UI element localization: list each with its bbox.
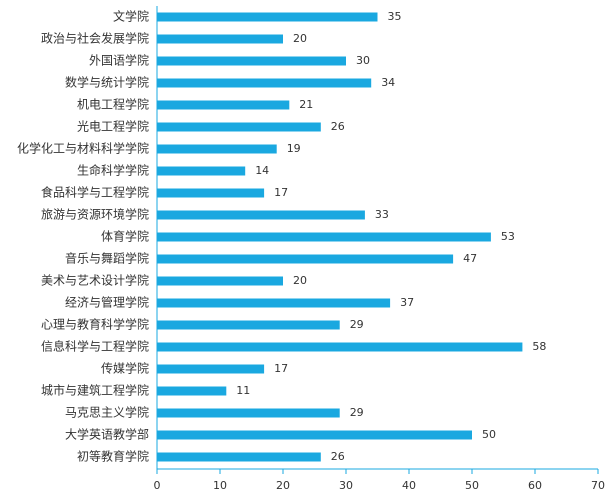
data-label: 26	[331, 120, 345, 133]
data-label: 53	[501, 230, 515, 243]
category-label: 经济与管理学院	[65, 295, 149, 310]
x-tick-label: 70	[591, 479, 605, 492]
bar	[157, 452, 321, 462]
data-label: 29	[350, 406, 364, 419]
bar	[157, 298, 391, 308]
bar	[157, 364, 265, 374]
category-label: 数学与统计学院	[65, 75, 149, 90]
data-label: 20	[293, 32, 307, 45]
x-tick-label: 20	[276, 479, 290, 492]
x-tick-label: 40	[402, 479, 416, 492]
x-tick-label: 10	[213, 479, 227, 492]
data-label: 21	[299, 98, 313, 111]
data-label: 17	[274, 362, 288, 375]
bar	[157, 122, 321, 132]
data-label: 11	[236, 384, 250, 397]
x-tick-label: 50	[465, 479, 479, 492]
data-label: 33	[375, 208, 389, 221]
category-label: 信息科学与工程学院	[41, 339, 149, 354]
bar	[157, 166, 246, 176]
x-tick-label: 30	[339, 479, 353, 492]
bar	[157, 232, 491, 242]
bar	[157, 276, 283, 286]
bar	[157, 320, 340, 330]
data-label: 58	[532, 340, 546, 353]
data-label: 50	[482, 428, 496, 441]
category-label: 外国语学院	[89, 53, 149, 68]
category-label: 食品科学与工程学院	[41, 185, 149, 200]
bar	[157, 12, 378, 22]
category-label: 初等教育学院	[77, 449, 149, 464]
category-label: 光电工程学院	[77, 119, 149, 134]
category-label: 生命科学学院	[77, 163, 149, 178]
bar	[157, 386, 227, 396]
bar	[157, 408, 340, 418]
bar	[157, 210, 365, 220]
category-label: 城市与建筑工程学院	[41, 383, 149, 398]
category-label: 心理与教育科学学院	[41, 317, 149, 332]
data-label: 19	[287, 142, 301, 155]
data-label: 30	[356, 54, 370, 67]
data-label: 20	[293, 274, 307, 287]
data-labels: 35 20 30 34 21 26 19 14 17 33 53 47 20 37 29 58 17 11 29 50…	[236, 10, 546, 463]
data-label: 17	[274, 186, 288, 199]
bar	[157, 56, 346, 66]
category-label: 体育学院	[101, 229, 149, 244]
category-label: 机电工程学院	[77, 97, 149, 112]
bar	[157, 254, 454, 264]
data-label: 26	[331, 450, 345, 463]
category-label: 音乐与舞蹈学院	[65, 251, 149, 266]
category-labels: 文学院政治与社会发展学院外国语学院数学与统计学院机电工程学院光电工程学院化学化工…	[17, 9, 149, 464]
bar	[157, 78, 372, 88]
bars-layer	[157, 12, 523, 462]
bar	[157, 100, 290, 110]
category-label: 马克思主义学院	[65, 405, 149, 420]
x-tick-label: 0	[154, 479, 161, 492]
category-label: 美术与艺术设计学院	[41, 273, 149, 288]
category-label: 化学化工与材料科学学院	[17, 141, 149, 156]
x-tick-label: 60	[528, 479, 542, 492]
bar	[157, 342, 523, 352]
data-label: 29	[350, 318, 364, 331]
data-label: 34	[381, 76, 395, 89]
bar	[157, 34, 283, 44]
category-label: 文学院	[113, 9, 149, 24]
bar	[157, 144, 277, 154]
category-label: 传媒学院	[101, 361, 149, 376]
bar	[157, 188, 265, 198]
category-label: 政治与社会发展学院	[41, 31, 149, 46]
category-label: 旅游与资源环境学院	[41, 207, 149, 222]
category-label: 大学英语教学部	[65, 427, 149, 442]
data-label: 14	[255, 164, 269, 177]
data-label: 37	[400, 296, 414, 309]
bar	[157, 430, 472, 440]
data-label: 47	[463, 252, 477, 265]
x-axis: 0 10 20 30 40 50 60 70	[154, 6, 605, 492]
data-label: 35	[388, 10, 402, 23]
